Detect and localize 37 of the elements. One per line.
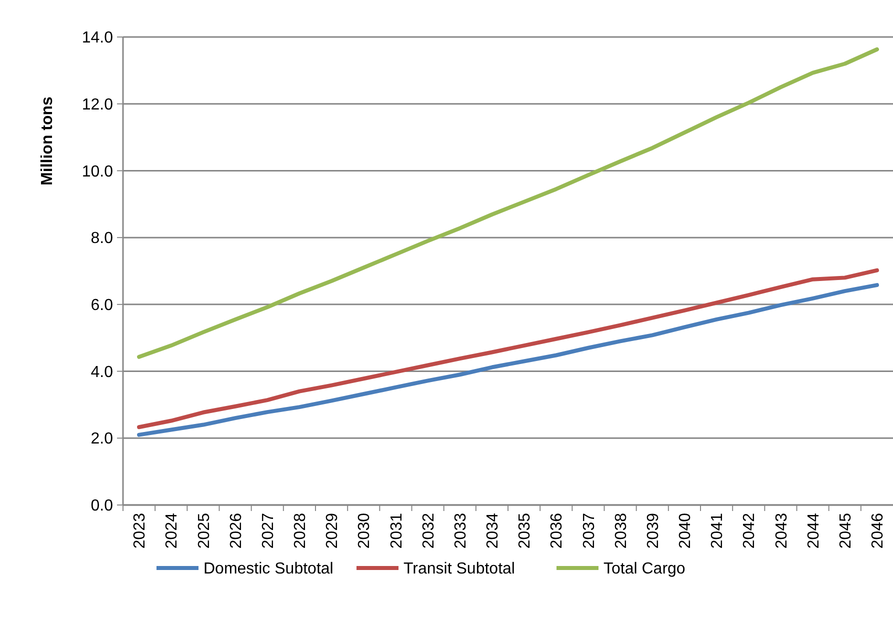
y-tick-label: 0.0 bbox=[90, 498, 114, 515]
x-tick-label: 2030 bbox=[356, 512, 374, 549]
line-series bbox=[137, 47, 879, 359]
x-tick-label: 2028 bbox=[292, 512, 310, 549]
x-tick-label: 2025 bbox=[196, 512, 213, 549]
y-axis-title: Million tons bbox=[39, 96, 56, 186]
x-tick-label: 2026 bbox=[228, 512, 245, 549]
x-tick-label: 2035 bbox=[516, 512, 534, 549]
x-tick-label: 2023 bbox=[132, 512, 149, 549]
x-tick-label: 2046 bbox=[870, 512, 887, 549]
x-tick-label: 2031 bbox=[388, 512, 406, 549]
y-tick-label: 8.0 bbox=[90, 230, 114, 248]
x-tick-label: 2024 bbox=[164, 512, 181, 549]
legend-label: Total Cargo bbox=[604, 560, 686, 578]
y-tick-label: 10.0 bbox=[82, 163, 114, 180]
x-tick-label: 2042 bbox=[741, 512, 758, 549]
x-tick-label: 2036 bbox=[548, 512, 566, 549]
y-tick-label: 6.0 bbox=[90, 297, 114, 314]
x-tick-label: 2032 bbox=[420, 512, 438, 549]
legend-label: Domestic Subtotal bbox=[204, 560, 334, 578]
legend-label: Transit Subtotal bbox=[404, 560, 515, 578]
x-tick-label: 2034 bbox=[484, 512, 502, 549]
x-tick-label: 2027 bbox=[260, 512, 277, 549]
x-tick-label: 2041 bbox=[709, 512, 726, 549]
x-tick-label: 2039 bbox=[644, 512, 662, 549]
y-tick-label: 12.0 bbox=[82, 96, 114, 114]
x-tick-label: 2045 bbox=[837, 512, 854, 549]
x-tick-label: 2040 bbox=[677, 512, 694, 549]
x-tick-label: 2038 bbox=[612, 512, 630, 549]
x-tick-label: 2037 bbox=[580, 512, 598, 549]
x-tick-label: 2033 bbox=[452, 512, 470, 549]
x-tick-label: 2044 bbox=[805, 512, 822, 549]
y-tick-label: 14.0 bbox=[82, 30, 114, 47]
y-tick-label: 4.0 bbox=[90, 364, 114, 381]
x-tick-label: 2043 bbox=[773, 512, 790, 549]
x-tick-label: 2029 bbox=[324, 512, 342, 549]
y-tick-label: 2.0 bbox=[90, 430, 114, 448]
